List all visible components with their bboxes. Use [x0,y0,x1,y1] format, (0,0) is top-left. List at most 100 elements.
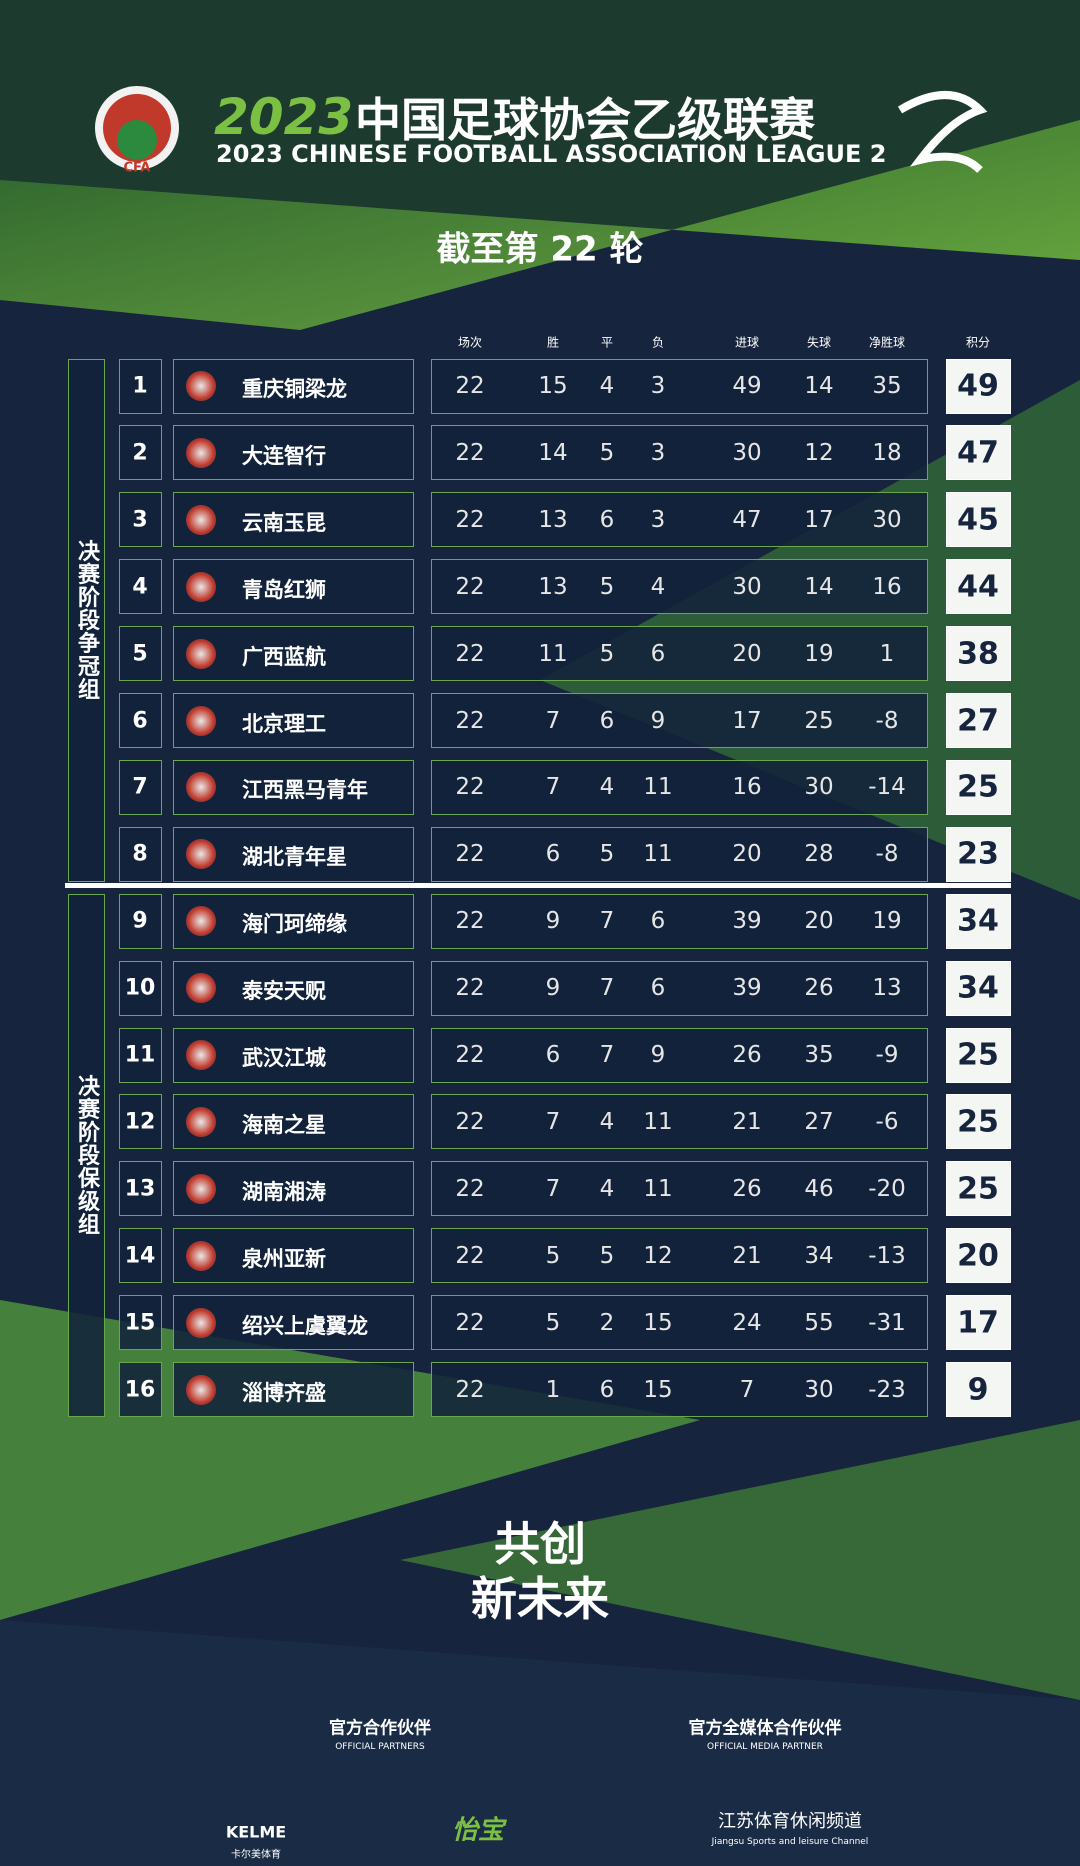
team-logo [186,1307,216,1338]
team-name: 泰安天贶 [242,979,326,1004]
stat: 17 [804,506,834,533]
title: 中国足球协会乙级联赛 [355,93,815,147]
sponsor: KELME [225,1822,287,1842]
points-box [946,759,1011,815]
stats-box [431,425,928,481]
team-logo [186,772,216,803]
stat: 5 [599,573,615,600]
year: 2023 [214,88,354,146]
column-header: 场次 [457,335,483,350]
stat: 5 [545,1309,561,1336]
stats-box [431,1161,928,1217]
rank-box [119,1094,162,1150]
stat: 16 [732,774,762,801]
rank-box [119,626,162,682]
stat: 14 [804,373,834,399]
stat: 22 [455,506,485,533]
stat: 7 [545,707,561,734]
stat: 22 [455,1242,485,1269]
rank-box [119,1228,162,1284]
stat: 4 [599,1175,615,1202]
team-name: 淄博齐盛 [242,1380,326,1405]
rank-box [119,826,162,882]
points-box [946,626,1011,682]
stats-box [431,559,928,615]
stat: 22 [455,975,485,1002]
stat: 6 [545,1042,561,1068]
stat: -8 [875,841,899,868]
stat: 22 [455,1108,485,1135]
team-name: 湖南湘涛 [242,1179,326,1204]
stat: 7 [599,1042,615,1068]
stats-box [431,1362,928,1417]
stat: 4 [650,573,666,600]
partners-subtitle: OFFICIAL MEDIA PARTNER [707,1742,823,1752]
stat: 4 [599,373,615,399]
rank: 16 [124,1377,156,1402]
partners-title: 官方全媒体合作伙伴 [688,1718,842,1739]
rank-box [119,693,162,748]
points: 25 [957,1171,999,1207]
stat: 20 [732,841,762,868]
stat: 11 [643,774,673,801]
column-header: 净胜球 [868,335,906,350]
stat: 35 [804,1042,834,1068]
stat: 12 [643,1242,673,1269]
stat: 28 [804,841,834,868]
stat: 46 [804,1175,834,1202]
team-name: 青岛红狮 [242,577,326,602]
stat: 9 [545,975,561,1002]
stat: 6 [599,1376,615,1403]
stat: 18 [872,439,902,466]
rank: 15 [124,1310,156,1336]
stat: 12 [804,439,834,466]
stat: 6 [650,640,666,667]
column-header: 积分 [965,335,991,350]
stat: 27 [804,1108,834,1135]
stat: 30 [804,774,834,801]
column-header: 进球 [734,335,760,350]
points-box [946,358,1011,414]
team-name: 泉州亚新 [242,1246,326,1271]
rank-box [119,492,162,548]
badge: CFA [123,160,151,176]
team-box [173,1161,414,1217]
rank-box [119,1027,162,1083]
stat: 34 [804,1242,834,1269]
points: 23 [957,836,999,872]
points: 27 [957,703,999,738]
stat: 3 [650,506,666,533]
stats-box [431,893,928,949]
stat: 22 [455,707,485,734]
stat: 4 [599,774,615,801]
rank-box [119,425,162,481]
stats-box [431,492,928,548]
group-label: 决赛阶段保级组 [74,1074,99,1236]
stat: -14 [868,774,906,801]
stat: 14 [804,573,834,600]
stat: 5 [599,640,615,667]
stats-box [431,960,928,1016]
partners-subtitle: OFFICIAL PARTNERS [335,1742,425,1752]
rank: 3 [132,507,148,533]
team-logo [186,1106,216,1137]
stat: -20 [868,1175,906,1202]
team-name: 海门珂缔缘 [242,912,347,937]
stat: 39 [732,908,762,935]
stat: 39 [732,975,762,1002]
stat: 22 [455,573,485,600]
team-name: 云南玉昆 [242,510,326,535]
rank: 7 [132,774,148,800]
stat: 20 [732,640,762,667]
stat: 5 [599,1242,615,1269]
stat: 47 [732,506,762,533]
stats-box [431,1027,928,1083]
team-name: 北京理工 [242,711,326,736]
points-box [946,1161,1011,1217]
stat: 11 [538,640,568,667]
group-box [68,358,105,882]
stat: 25 [804,707,834,734]
stat: 6 [650,908,666,935]
stat: 22 [455,1042,485,1068]
rank-box [119,893,162,949]
